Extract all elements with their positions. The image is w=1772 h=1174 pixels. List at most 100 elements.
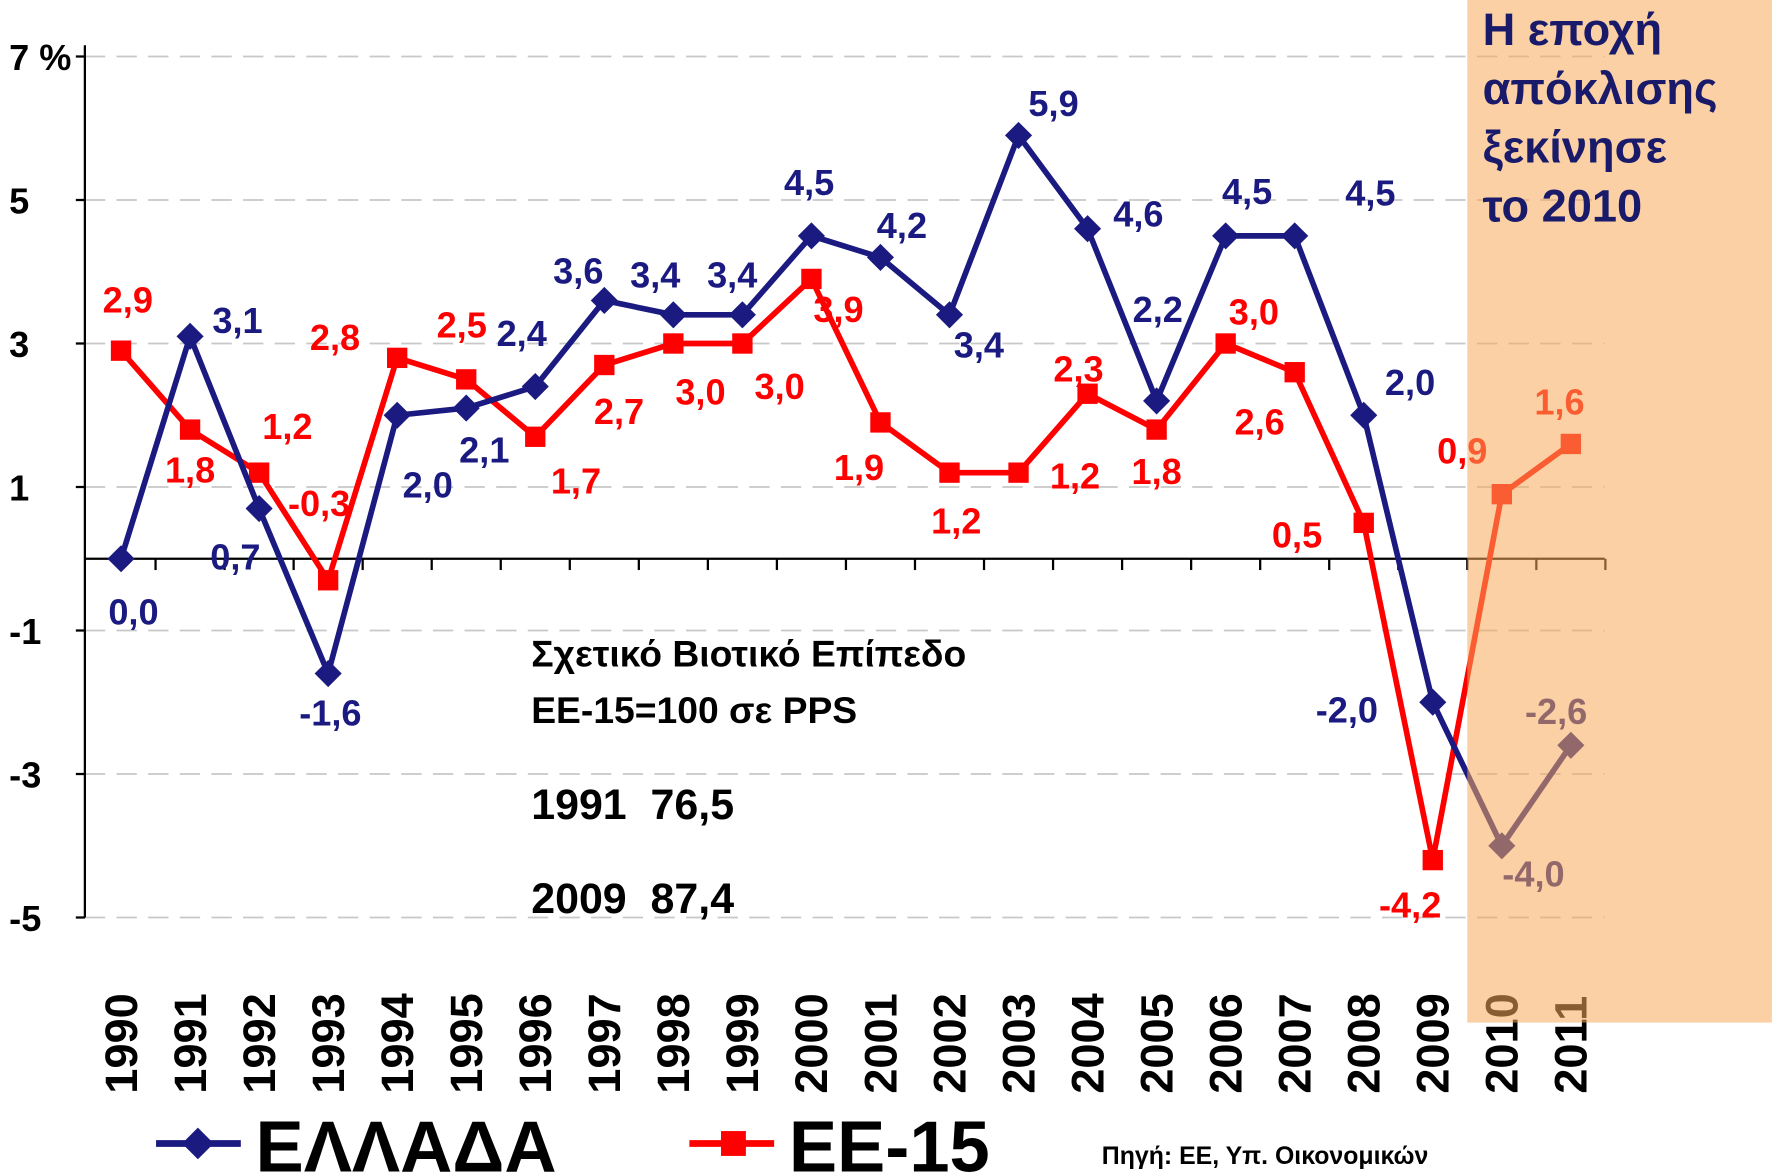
square-marker xyxy=(110,340,132,361)
x-tick-label: 2002 xyxy=(924,993,975,1094)
square-marker xyxy=(1422,849,1443,871)
data-label: 2,6 xyxy=(1235,401,1285,442)
x-tick-label: 1990 xyxy=(96,993,147,1094)
data-label: 1,8 xyxy=(165,450,215,491)
square-marker xyxy=(663,333,684,354)
data-label: 0,5 xyxy=(1272,515,1322,556)
x-tick-label: 1998 xyxy=(648,993,699,1094)
data-label: 3,4 xyxy=(630,255,680,296)
square-marker xyxy=(1077,383,1098,404)
x-tick-label: 2001 xyxy=(855,993,906,1094)
data-label: 3,4 xyxy=(707,255,757,296)
data-label: 3,6 xyxy=(553,251,603,292)
data-label: -4,2 xyxy=(1379,885,1441,926)
inset-note: 1991 76,5 xyxy=(531,781,734,829)
data-label: 3,1 xyxy=(212,300,262,341)
data-label: 1,7 xyxy=(551,460,601,501)
x-tick-label: 2009 xyxy=(1408,993,1459,1094)
series-line xyxy=(118,276,1573,863)
diamond-marker xyxy=(1281,222,1309,250)
y-tick-label: -1 xyxy=(9,611,41,652)
data-label: 2,2 xyxy=(1133,289,1183,330)
x-tick-label: 1997 xyxy=(579,993,630,1094)
diamond-marker xyxy=(245,494,273,523)
square-marker xyxy=(1146,419,1167,440)
data-label: 1,9 xyxy=(834,447,884,488)
data-label: 1,2 xyxy=(1050,455,1100,496)
data-label: 1,2 xyxy=(931,501,981,542)
y-tick-label: -3 xyxy=(9,755,41,796)
data-label: 2,7 xyxy=(594,391,644,432)
data-label: 2,1 xyxy=(459,429,509,470)
data-label: -2,0 xyxy=(1316,690,1378,731)
diamond-marker xyxy=(107,545,135,573)
x-tick-label: 1994 xyxy=(372,993,423,1094)
legend-marker xyxy=(721,1131,746,1156)
legend-label: ΕΛΛΑΔΑ xyxy=(255,1108,556,1174)
diamond-marker xyxy=(1212,222,1240,250)
data-label: 2,0 xyxy=(403,465,453,506)
data-label: 4,5 xyxy=(784,162,834,203)
data-label: -0,3 xyxy=(288,483,350,524)
diamond-marker xyxy=(452,394,480,422)
square-marker xyxy=(870,412,891,433)
data-label: 3,0 xyxy=(675,372,725,413)
x-tick-label: 2000 xyxy=(786,993,837,1094)
x-tick-label: 2004 xyxy=(1062,993,1113,1094)
square-marker xyxy=(1353,512,1374,534)
x-tick-label: 1993 xyxy=(303,993,354,1094)
square-marker xyxy=(732,333,753,354)
square-marker xyxy=(248,462,270,483)
diamond-marker xyxy=(1074,215,1102,243)
diamond-marker xyxy=(659,301,687,329)
square-marker xyxy=(1284,362,1305,383)
data-label: 2,3 xyxy=(1053,348,1103,389)
y-tick-label: 5 xyxy=(9,181,29,222)
data-label: 3,0 xyxy=(755,366,805,407)
x-tick-label: 1991 xyxy=(165,993,216,1094)
square-marker xyxy=(179,419,201,440)
data-label: 2,0 xyxy=(1385,362,1435,403)
data-label: 1,8 xyxy=(1131,451,1181,492)
data-label: 2,8 xyxy=(310,317,360,358)
y-tick-label: 3 xyxy=(9,324,29,365)
period-note: το 2010 xyxy=(1483,180,1643,231)
data-label: 0,0 xyxy=(108,591,158,632)
data-label: -1,6 xyxy=(299,693,361,734)
source-note: Πηγή: ΕΕ, Υπ. Οικονομικών xyxy=(1102,1143,1429,1170)
x-tick-label: 2008 xyxy=(1339,993,1390,1094)
x-tick-label: 1995 xyxy=(441,993,492,1094)
y-tick-label: 7 % xyxy=(9,37,71,78)
y-tick-label: 1 xyxy=(9,468,29,509)
data-label: 4,5 xyxy=(1345,172,1395,213)
diamond-marker xyxy=(728,301,756,329)
data-label: 2,9 xyxy=(103,279,153,320)
x-tick-label: 2005 xyxy=(1131,993,1182,1094)
diamond-marker xyxy=(176,322,204,350)
data-label: 2,4 xyxy=(497,313,547,354)
x-tick-label: 2007 xyxy=(1270,993,1321,1094)
diamond-marker xyxy=(383,401,411,429)
data-label: 4,5 xyxy=(1222,171,1272,212)
data-label: 3,4 xyxy=(954,325,1004,366)
legend-label: ΕΕ-15 xyxy=(789,1108,990,1174)
diamond-marker xyxy=(590,286,618,315)
data-label: 3,9 xyxy=(813,289,863,330)
period-shade xyxy=(1467,0,1772,1023)
square-marker xyxy=(456,369,477,390)
legend-marker xyxy=(182,1127,214,1160)
data-label: 5,9 xyxy=(1028,83,1078,124)
inset-note: ΕΕ-15=100 σε PPS xyxy=(531,689,857,731)
diamond-marker xyxy=(866,243,895,271)
data-label: 0,7 xyxy=(210,537,260,578)
x-tick-label: 1992 xyxy=(234,993,285,1094)
diamond-marker xyxy=(521,372,549,401)
y-tick-label: -5 xyxy=(9,898,41,939)
square-marker xyxy=(939,462,960,483)
data-label: 4,2 xyxy=(877,205,927,246)
square-marker xyxy=(387,347,408,369)
diamond-marker xyxy=(314,659,342,688)
inset-note: 2009 87,4 xyxy=(531,875,734,923)
